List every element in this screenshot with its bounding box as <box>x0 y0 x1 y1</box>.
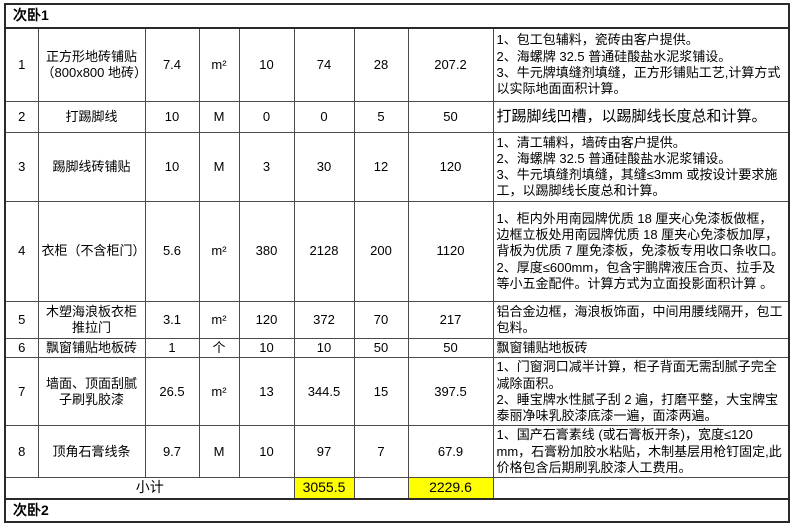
row-number: 7 <box>4 357 39 427</box>
item-amount-2: 50 <box>407 101 494 133</box>
item-amount-2: 1120 <box>407 201 494 302</box>
item-amount-2: 67.9 <box>407 425 494 479</box>
item-unit-price-1: 13 <box>238 357 295 427</box>
item-name: 打踢脚线 <box>37 101 146 133</box>
item-name: 木塑海浪板衣柜推拉门 <box>37 301 146 339</box>
item-quantity: 5.6 <box>144 201 200 302</box>
item-unit-price-1: 10 <box>238 425 295 479</box>
item-unit-price-2: 200 <box>353 201 409 302</box>
item-remark: 飘窗铺贴地板砖 <box>492 337 790 359</box>
item-amount-1: 74 <box>293 27 355 102</box>
item-unit: M <box>198 425 240 479</box>
section1-title: 次卧1 <box>5 3 790 29</box>
subtotal-empty-cell <box>353 477 409 500</box>
table-row: 6 飘窗铺贴地板砖 1 个 10 10 50 50 飘窗铺贴地板砖 <box>4 337 790 359</box>
item-remark: 打踢脚线凹槽，以踢脚线长度总和计算。 <box>492 101 790 133</box>
item-amount-2: 120 <box>407 132 494 202</box>
item-remark: 1、柜内外用南园牌优质 18 厘夹心免漆板做框，边框立板处用南园牌优质 18 厘… <box>492 201 790 302</box>
table-row: 1 正方形地砖铺贴（800x800 地砖） 7.4 m² 10 74 28 20… <box>4 27 790 102</box>
item-amount-2: 397.5 <box>407 357 494 427</box>
item-unit: M <box>198 132 240 202</box>
item-amount-2: 217 <box>407 301 494 339</box>
table-row: 7 墙面、顶面刮腻子刷乳胶漆 26.5 m² 13 344.5 15 397.5… <box>4 357 790 427</box>
item-quantity: 10 <box>144 132 200 202</box>
item-unit-price-1: 380 <box>238 201 295 302</box>
section2-title: 次卧2 <box>5 497 790 524</box>
item-quantity: 1 <box>144 337 200 359</box>
item-unit: m² <box>198 201 240 302</box>
item-unit: m² <box>198 357 240 427</box>
table-row: 4 衣柜（不含柜门） 5.6 m² 380 2128 200 1120 1、柜内… <box>4 201 790 302</box>
item-amount-1: 344.5 <box>293 357 355 427</box>
item-unit-price-2: 12 <box>353 132 409 202</box>
item-quantity: 26.5 <box>144 357 200 427</box>
item-remark: 1、国产石膏素线 (或石膏板开条)，宽度≤120 mm，石膏粉加胶水粘贴，木制基… <box>492 425 790 479</box>
row-number: 1 <box>4 27 39 102</box>
item-name: 顶角石膏线条 <box>37 425 146 479</box>
item-amount-1: 0 <box>293 101 355 133</box>
item-quantity: 10 <box>144 101 200 133</box>
table-row: 8 顶角石膏线条 9.7 M 10 97 7 67.9 1、国产石膏素线 (或石… <box>4 425 790 479</box>
item-unit-price-1: 0 <box>238 101 295 133</box>
item-quantity: 7.4 <box>144 27 200 102</box>
item-name: 踢脚线砖铺贴 <box>37 132 146 202</box>
item-quantity: 9.7 <box>144 425 200 479</box>
item-amount-1: 97 <box>293 425 355 479</box>
subtotal-label: 小计 <box>4 477 295 500</box>
item-unit-price-1: 3 <box>238 132 295 202</box>
item-remark: 1、门窗洞口减半计算，柜子背面无需刮腻子完全减除面积。 2、睡宝牌水性腻子刮 2… <box>492 357 790 427</box>
item-unit-price-2: 15 <box>353 357 409 427</box>
item-amount-1: 10 <box>293 337 355 359</box>
row-number: 5 <box>4 301 39 339</box>
item-unit: m² <box>198 301 240 339</box>
table-row: 3 踢脚线砖铺贴 10 M 3 30 12 120 1、清工辅料，墙砖由客户提供… <box>4 132 790 202</box>
row-number: 3 <box>4 132 39 202</box>
item-unit: 个 <box>198 337 240 359</box>
item-name: 飘窗铺贴地板砖 <box>37 337 146 359</box>
item-remark: 铝合金边框，海浪板饰面，中间用腰线隔开，包工包料。 <box>492 301 790 339</box>
item-unit-price-1: 120 <box>238 301 295 339</box>
item-amount-1: 30 <box>293 132 355 202</box>
item-amount-1: 372 <box>293 301 355 339</box>
item-remark: 1、包工包辅料，瓷砖由客户提供。 2、海螺牌 32.5 普通硅酸盐水泥浆铺设。 … <box>492 27 790 102</box>
item-amount-2: 207.2 <box>407 27 494 102</box>
section-header-row: 次卧1 <box>5 3 790 29</box>
renovation-quote-table: 次卧1 1 正方形地砖铺贴（800x800 地砖） 7.4 m² 10 74 2… <box>4 3 790 524</box>
row-number: 8 <box>4 425 39 479</box>
item-unit-price-2: 7 <box>353 425 409 479</box>
item-unit-price-2: 28 <box>353 27 409 102</box>
item-name: 衣柜（不含柜门） <box>37 201 146 302</box>
item-amount-1: 2128 <box>293 201 355 302</box>
item-amount-2: 50 <box>407 337 494 359</box>
item-unit-price-2: 5 <box>353 101 409 133</box>
item-unit: m² <box>198 27 240 102</box>
section-header-row: 次卧2 <box>5 497 790 524</box>
subtotal-amount-1: 3055.5 <box>293 477 355 500</box>
item-unit-price-1: 10 <box>238 27 295 102</box>
subtotal-amount-2: 2229.6 <box>407 477 494 500</box>
subtotal-remark-cell <box>492 477 790 500</box>
table-row: 5 木塑海浪板衣柜推拉门 3.1 m² 120 372 70 217 铝合金边框… <box>4 301 790 339</box>
row-number: 4 <box>4 201 39 302</box>
item-name: 墙面、顶面刮腻子刷乳胶漆 <box>37 357 146 427</box>
item-quantity: 3.1 <box>144 301 200 339</box>
item-unit-price-1: 10 <box>238 337 295 359</box>
subtotal-row: 小计 3055.5 2229.6 <box>4 477 790 500</box>
item-unit-price-2: 50 <box>353 337 409 359</box>
item-unit-price-2: 70 <box>353 301 409 339</box>
item-remark: 1、清工辅料，墙砖由客户提供。 2、海螺牌 32.5 普通硅酸盐水泥浆铺设。 3… <box>492 132 790 202</box>
table-row: 2 打踢脚线 10 M 0 0 5 50 打踢脚线凹槽，以踢脚线长度总和计算。 <box>4 101 790 133</box>
row-number: 2 <box>4 101 39 133</box>
item-unit: M <box>198 101 240 133</box>
row-number: 6 <box>4 337 39 359</box>
item-name: 正方形地砖铺贴（800x800 地砖） <box>37 27 146 102</box>
